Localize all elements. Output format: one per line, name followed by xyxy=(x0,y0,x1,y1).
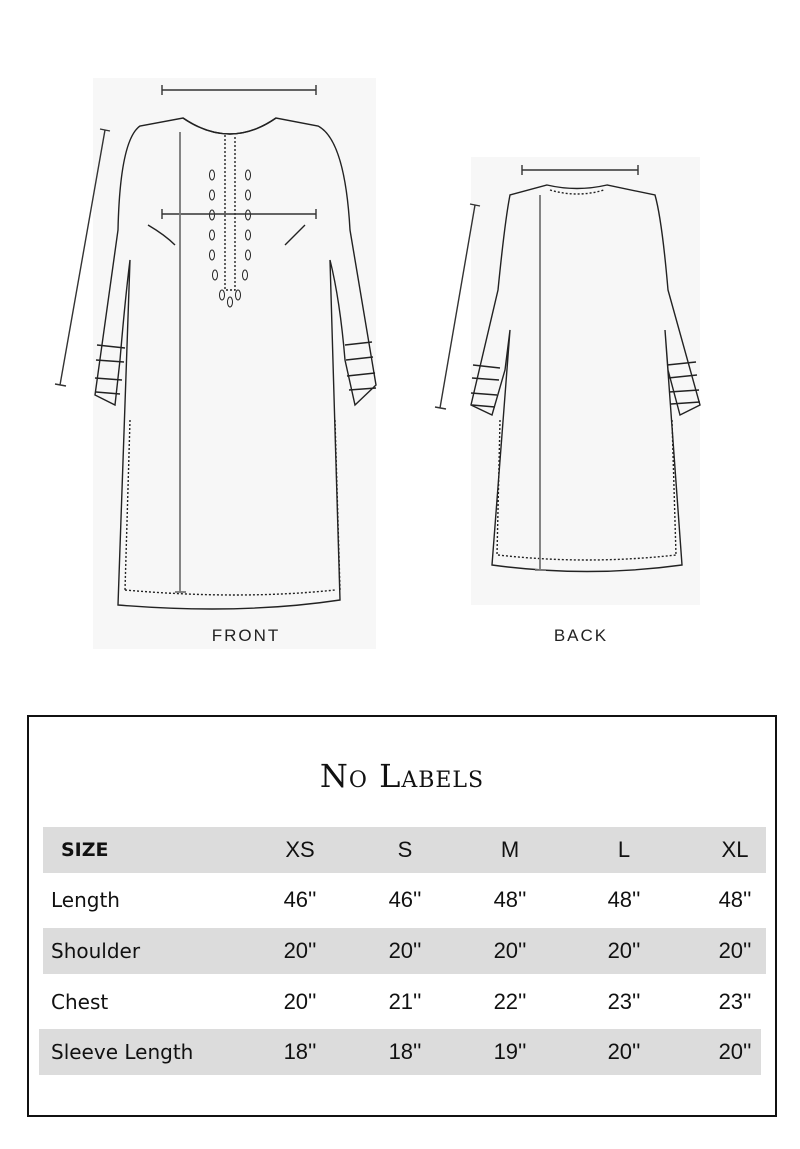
cell: 46'' xyxy=(388,887,422,912)
size-xs: XS xyxy=(285,837,315,862)
row-label: Chest xyxy=(51,990,109,1014)
cell: 48'' xyxy=(607,887,641,912)
size-l: L xyxy=(617,837,631,862)
cell: 21'' xyxy=(388,989,422,1014)
cell: 20'' xyxy=(607,938,641,963)
brand-title: No Labels xyxy=(319,757,485,795)
front-kurta-drawing xyxy=(54,85,377,610)
size-m: M xyxy=(500,837,520,862)
row-label: Shoulder xyxy=(51,939,141,963)
cell: 20'' xyxy=(493,938,527,963)
garment-diagram xyxy=(54,85,701,610)
header-row: SIZE XS S M L XL xyxy=(43,827,766,873)
size-chart: No Labels SIZE XS S M L XL Length 46'' 4… xyxy=(27,715,777,1117)
back-caption: BACK xyxy=(553,626,609,645)
row-label: Length xyxy=(51,888,120,912)
cell: 20'' xyxy=(283,938,317,963)
size-s: S xyxy=(397,837,413,862)
table-row-chest: Chest 20'' 21'' 22'' 23'' 23'' xyxy=(43,979,766,1025)
cell: 19'' xyxy=(493,1039,527,1064)
table-row-sleeve-length: Sleeve Length 18'' 18'' 19'' 20'' 20'' xyxy=(39,1029,761,1075)
cell: 18'' xyxy=(388,1039,422,1064)
table-row-shoulder: Shoulder 20'' 20'' 20'' 20'' 20'' xyxy=(43,928,766,974)
embroidery-motifs xyxy=(209,169,251,308)
cell: 20'' xyxy=(388,938,422,963)
cell: 48'' xyxy=(718,887,752,912)
row-label: Sleeve Length xyxy=(51,1040,194,1064)
cell: 22'' xyxy=(493,989,527,1014)
cell: 46'' xyxy=(283,887,317,912)
cell: 20'' xyxy=(283,989,317,1014)
front-caption: FRONT xyxy=(211,626,281,645)
table-row-length: Length 46'' 46'' 48'' 48'' 48'' xyxy=(43,877,766,923)
back-kurta-drawing xyxy=(434,165,701,573)
cell: 20'' xyxy=(607,1039,641,1064)
cell: 48'' xyxy=(493,887,527,912)
size-header: SIZE xyxy=(61,839,109,861)
cell: 20'' xyxy=(718,1039,752,1064)
cell: 23'' xyxy=(607,989,641,1014)
size-xl: XL xyxy=(721,837,749,862)
cell: 18'' xyxy=(283,1039,317,1064)
cell: 23'' xyxy=(718,989,752,1014)
cell: 20'' xyxy=(718,938,752,963)
